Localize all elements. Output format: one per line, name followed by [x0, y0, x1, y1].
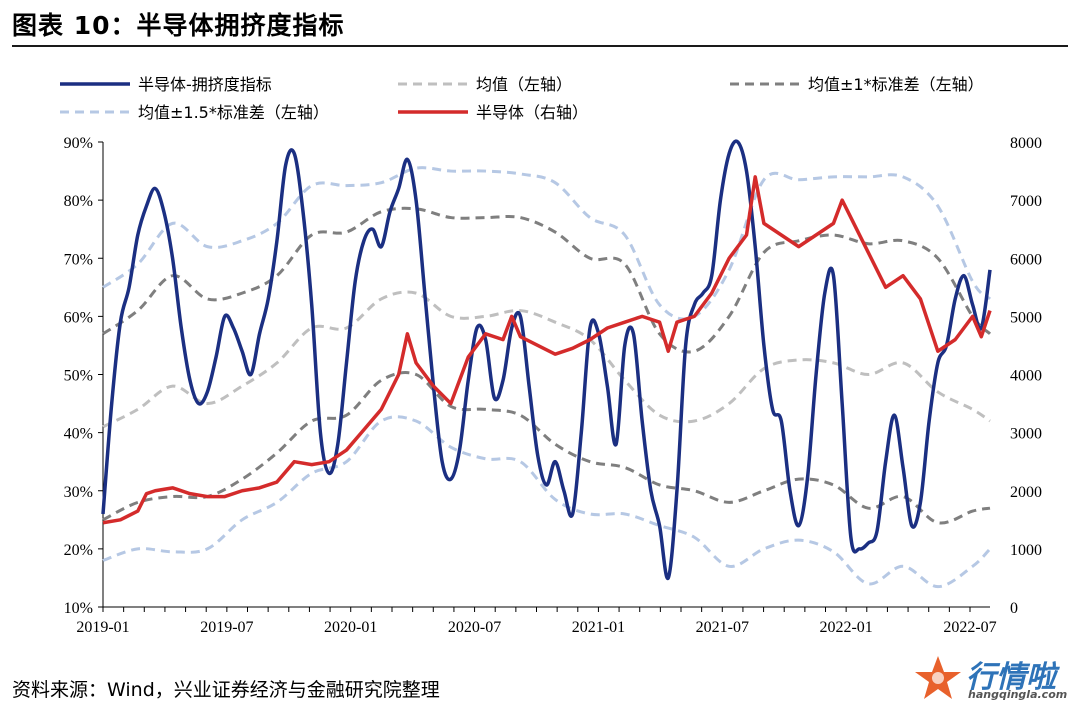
series-mean-plus-15sd: [102, 166, 992, 321]
y-left-tick-label: 10%: [64, 600, 93, 617]
y-right-tick-label: 5000: [1010, 309, 1042, 326]
series-mean-plus-1sd: [102, 206, 992, 354]
page-title: 图表 10：半导体拥挤度指标: [12, 11, 345, 40]
legend-label-mean-1sd: 均值±1*标准差（左轴）: [808, 75, 984, 94]
chart: 半导体-拥挤度指标 均值（左轴） 均值±1*标准差（左轴） 均值±1.5*标准差…: [60, 75, 1042, 636]
legend: 半导体-拥挤度指标 均值（左轴） 均值±1*标准差（左轴） 均值±1.5*标准差…: [60, 75, 984, 122]
x-tick-label: 2020-07: [448, 619, 501, 636]
watermark-name: 行情啦: [966, 660, 1056, 695]
series-layer: [101, 139, 992, 589]
source-note: 资料来源：Wind，兴业证券经济与金融研究院整理: [12, 679, 440, 701]
legend-item-mean-15sd: 均值±1.5*标准差（左轴）: [60, 103, 329, 122]
series-mean-minus-1sd: [102, 371, 991, 525]
legend-item-mean-1sd: 均值±1*标准差（左轴）: [730, 75, 984, 94]
legend-item-semi: 半导体（右轴）: [398, 103, 588, 122]
axes: 10% 20% 30% 40% 50% 60% 70% 80% 90% 0 1000 2000 3000…: [64, 135, 1042, 636]
y-left-tick-label: 70%: [64, 251, 93, 268]
y-right-tick-label: 1000: [1010, 542, 1042, 559]
watermark-logo: 行情啦 hangqingla.com: [914, 652, 1068, 704]
series-semiconductor: [102, 175, 992, 525]
y-right-tick-label: 0: [1010, 600, 1018, 617]
x-tick-label: 2019-01: [76, 619, 129, 636]
legend-item-mean: 均值（左轴）: [398, 75, 572, 94]
legend-label-crowding: 半导体-拥挤度指标: [138, 75, 272, 94]
watermark-url: hangqingla.com: [968, 688, 1068, 701]
y-left-tick-label: 30%: [64, 484, 93, 501]
legend-label-semi: 半导体（右轴）: [476, 103, 588, 122]
y-right-tick-label: 4000: [1010, 368, 1042, 385]
series-mean-minus-15sd: [102, 415, 992, 589]
y-right-tick-label: 2000: [1010, 484, 1042, 501]
y-right-tick-label: 3000: [1010, 426, 1042, 443]
legend-item-crowding: 半导体-拥挤度指标: [60, 75, 272, 94]
y-left-tick-label: 40%: [64, 426, 93, 443]
y-right-tick-label: 6000: [1010, 251, 1042, 268]
y-left-tick-label: 50%: [64, 368, 93, 385]
y-left-tick-label: 80%: [64, 193, 93, 210]
legend-label-mean: 均值（左轴）: [476, 75, 572, 94]
series-mean: [102, 290, 991, 429]
x-tick-label: 2021-01: [572, 619, 625, 636]
y-left-tick-label: 90%: [64, 135, 93, 152]
series-crowding: [101, 139, 992, 580]
y-right-tick-label: 7000: [1010, 193, 1042, 210]
legend-label-mean-15sd: 均值±1.5*标准差（左轴）: [138, 103, 329, 122]
title-divider: [12, 45, 1068, 47]
y-left-tick-label: 20%: [64, 542, 93, 559]
y-right-tick-label: 8000: [1010, 135, 1042, 152]
x-tick-label: 2020-01: [324, 619, 377, 636]
x-tick-label: 2022-01: [819, 619, 872, 636]
x-tick-label: 2021-07: [696, 619, 749, 636]
y-left-tick-label: 60%: [64, 309, 93, 326]
x-tick-label: 2022-07: [943, 619, 996, 636]
x-tick-label: 2019-07: [200, 619, 253, 636]
star-icon: [915, 656, 961, 699]
